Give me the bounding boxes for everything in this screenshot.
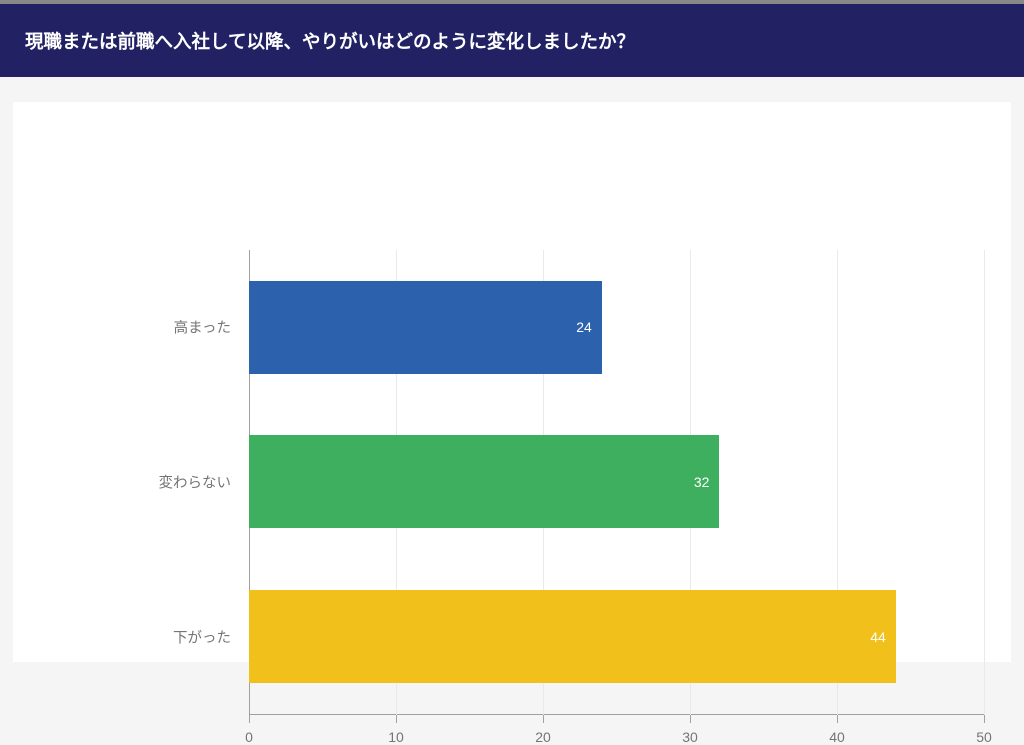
bar: 44: [249, 590, 896, 683]
plot-area: 01020304050高まった24変わらない32下がった44: [249, 250, 999, 725]
bar-value-label: 24: [576, 319, 592, 335]
x-tick: [690, 715, 691, 723]
category-label: 高まった: [174, 317, 231, 338]
x-axis-line: [249, 714, 984, 715]
category-label: 変わらない: [159, 471, 232, 492]
gridline: [984, 250, 985, 715]
x-axis-label: 50: [976, 729, 992, 745]
x-axis-label: 30: [682, 729, 698, 745]
bar: 24: [249, 281, 602, 374]
x-tick: [984, 715, 985, 723]
chart-container: 01020304050高まった24変わらない32下がった44: [13, 102, 1011, 662]
x-tick: [396, 715, 397, 723]
x-axis-label: 10: [388, 729, 404, 745]
x-tick: [837, 715, 838, 723]
bar-value-label: 32: [694, 474, 710, 490]
category-label: 下がった: [173, 626, 231, 647]
x-tick: [249, 715, 250, 723]
bar-value-label: 44: [870, 629, 886, 645]
x-axis-label: 40: [829, 729, 845, 745]
x-axis-label: 20: [535, 729, 551, 745]
bar: 32: [249, 435, 719, 528]
question-header: 現職または前職へ入社して以降、やりがいはどのように変化しましたか？: [0, 4, 1024, 77]
x-tick: [543, 715, 544, 723]
question-title: 現職または前職へ入社して以降、やりがいはどのように変化しましたか？: [25, 31, 635, 52]
x-axis-label: 0: [245, 729, 253, 745]
